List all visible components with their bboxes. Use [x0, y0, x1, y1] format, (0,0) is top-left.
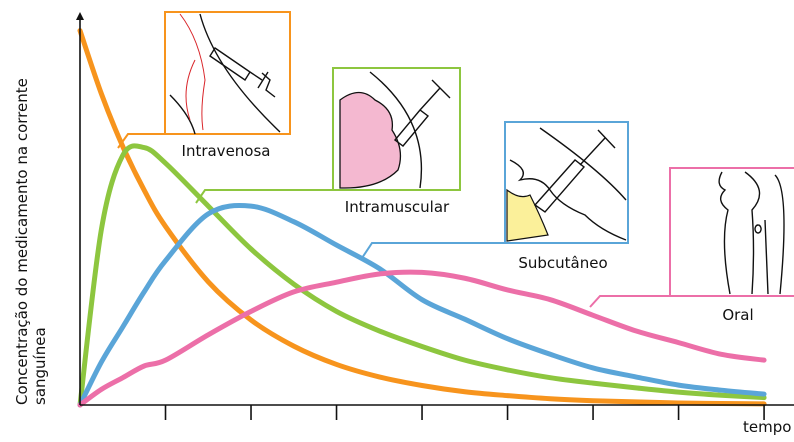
sc-illustration — [505, 122, 628, 243]
oral-illustration — [670, 168, 794, 296]
y-axis-arrow — [76, 12, 84, 20]
route-label: Intravenosa — [182, 142, 271, 160]
curve — [80, 205, 764, 405]
im-illustration — [333, 68, 460, 190]
connector — [196, 190, 333, 203]
route-label: Intramuscular — [345, 198, 450, 216]
iv-illustration — [165, 12, 290, 134]
connector — [362, 243, 505, 258]
route-label: Subcutâneo — [518, 254, 607, 272]
y-axis-label: Concentração do medicamento na corrente — [13, 78, 31, 405]
y-axis-label: sanguínea — [31, 327, 49, 405]
connector — [590, 296, 670, 307]
page: Concentração do medicamento na corrente … — [0, 0, 794, 438]
x-axis-label: tempo — [743, 418, 791, 436]
route-label: Oral — [722, 306, 753, 324]
chart: Concentração do medicamento na corrente … — [0, 0, 794, 438]
